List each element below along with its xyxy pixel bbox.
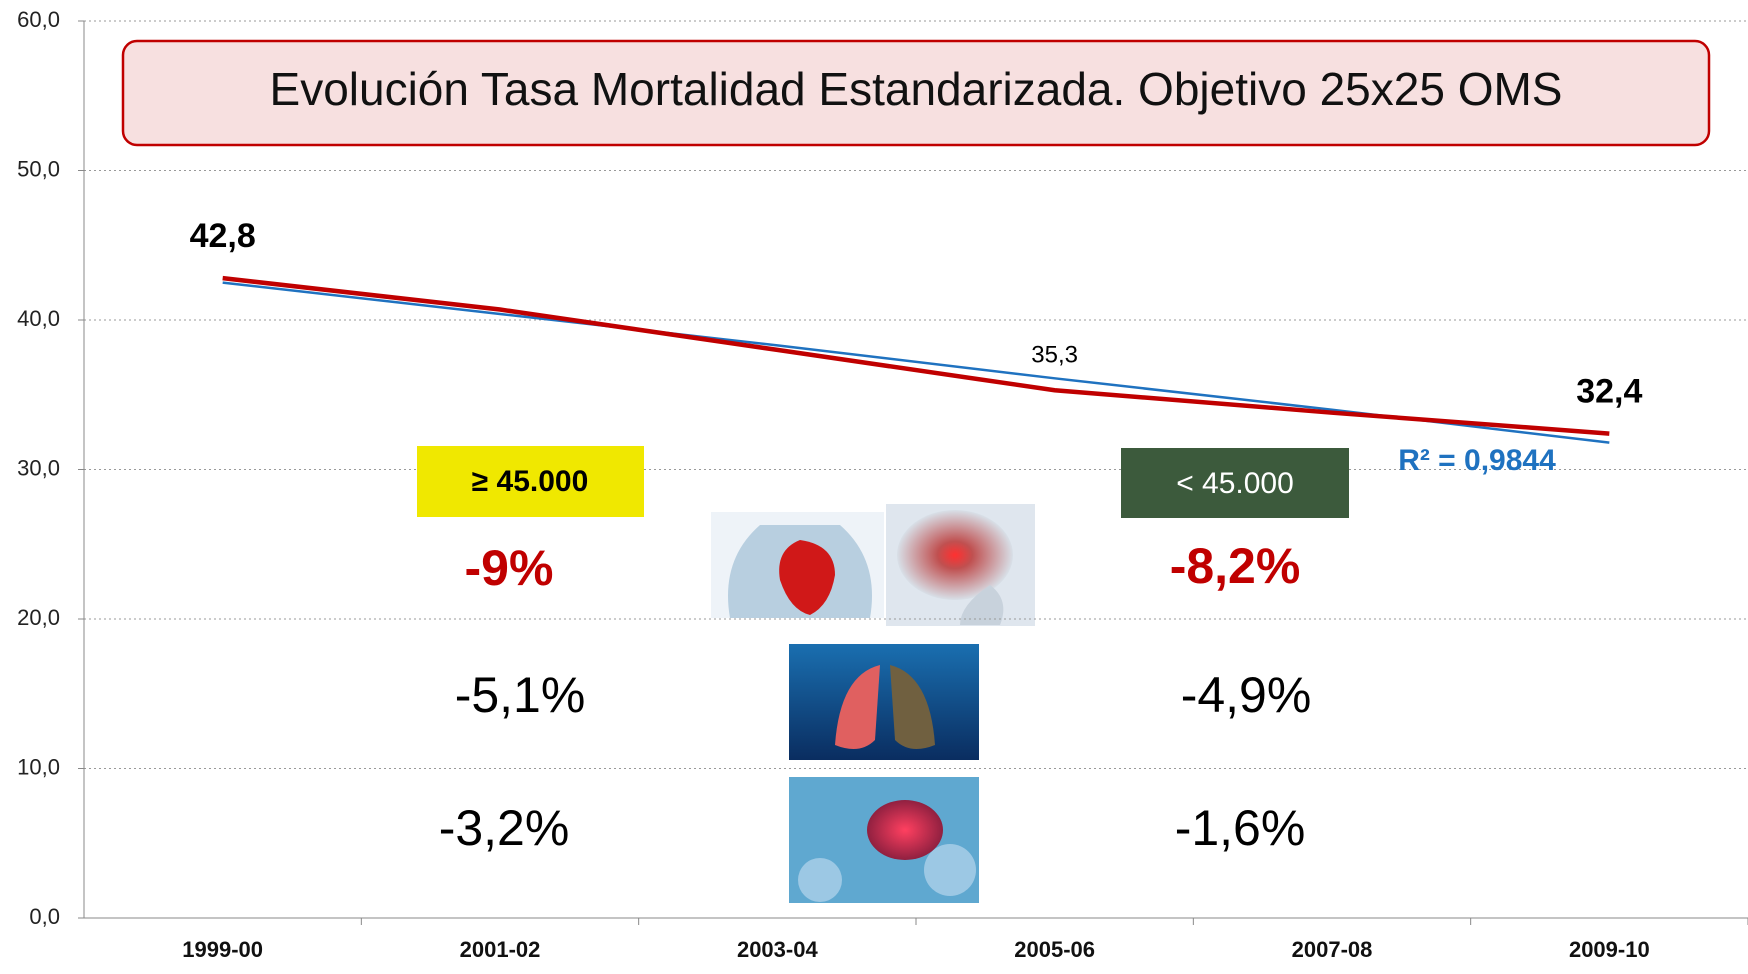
chart-title: Evolución Tasa Mortalidad Estandarizada.… xyxy=(270,63,1563,115)
y-tick-label: 20,0 xyxy=(17,605,60,630)
y-tick-label: 30,0 xyxy=(17,455,60,480)
y-tick-label: 10,0 xyxy=(17,754,60,779)
annotation: -1,6% xyxy=(1175,800,1306,856)
y-tick-label: 0,0 xyxy=(29,904,60,929)
cancer-cell-image xyxy=(789,777,979,903)
data-label: 42,8 xyxy=(190,217,256,255)
y-tick-label: 50,0 xyxy=(17,156,60,181)
x-tick-label: 2007-08 xyxy=(1292,937,1373,962)
annotation: -5,1% xyxy=(455,667,586,723)
y-tick-label: 60,0 xyxy=(17,7,60,32)
x-tick-label: 2009-10 xyxy=(1569,937,1650,962)
y-tick-label: 40,0 xyxy=(17,306,60,331)
x-tick-label: 2001-02 xyxy=(460,937,541,962)
r-squared-label: R² = 0,9844 xyxy=(1398,444,1556,477)
brain-image xyxy=(886,504,1035,626)
heart-image xyxy=(711,512,884,618)
annotation-box xyxy=(417,446,644,517)
x-tick-label: 2003-04 xyxy=(737,937,819,962)
x-tick-label: 1999-00 xyxy=(182,937,263,962)
annotation: ≥ 45.000 xyxy=(472,465,589,498)
series-line xyxy=(222,275,1610,436)
data-label: 32,4 xyxy=(1576,373,1642,411)
annotation-box xyxy=(1121,448,1349,518)
annotation: -3,2% xyxy=(439,800,570,856)
annotation: -8,2% xyxy=(1170,538,1301,594)
annotation: < 45.000 xyxy=(1176,467,1294,500)
x-tick-label: 2005-06 xyxy=(1014,937,1095,962)
data-label: 35,3 xyxy=(1031,342,1078,369)
annotation: -4,9% xyxy=(1181,667,1312,723)
annotation: -9% xyxy=(465,540,554,596)
title-box xyxy=(121,39,1711,147)
lungs-image xyxy=(789,644,979,760)
